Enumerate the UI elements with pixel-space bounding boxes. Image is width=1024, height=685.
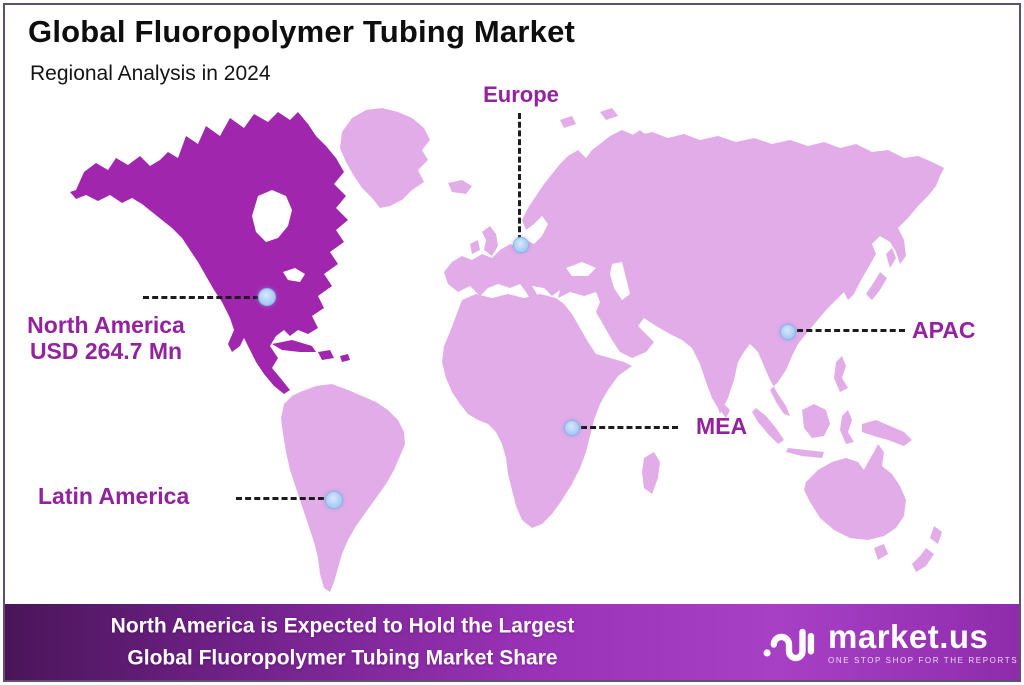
- caspian-sea-water: [610, 262, 630, 300]
- europe-marker: [513, 237, 529, 253]
- europe-label: Europe: [483, 82, 559, 107]
- market-us-logo-icon: [763, 628, 815, 662]
- south-america-landmass: [281, 384, 405, 592]
- japan-islands-south: [866, 272, 887, 300]
- sumatra-island: [752, 408, 784, 444]
- antilles-islet: [340, 354, 350, 362]
- hudson-bay-water: [252, 190, 292, 242]
- borneo-island: [802, 404, 830, 438]
- eurasia-landmass: [444, 130, 944, 416]
- mea-label: MEA: [696, 413, 748, 439]
- japan-islands-north: [886, 248, 896, 268]
- tasmania-island: [874, 544, 888, 560]
- mea-leader-line: [581, 426, 678, 429]
- hispaniola-island: [318, 350, 334, 360]
- uk-island: [482, 226, 498, 256]
- great-lakes-water: [283, 268, 305, 282]
- world-map: [70, 108, 944, 592]
- sulawesi-island: [840, 410, 854, 444]
- north-america-label-name: North America: [27, 312, 185, 338]
- north-america-label-value: USD 264.7 Mn: [29, 338, 183, 364]
- arctic-islet: [560, 116, 576, 128]
- brand-tagline: ONE STOP SHOP FOR THE REPORTS: [828, 655, 1019, 665]
- footer-headline-line2: Global Fluoropolymer Tubing Market Share: [127, 646, 558, 669]
- sri-lanka-island: [720, 404, 730, 418]
- north-america-landmass: [70, 112, 348, 394]
- novaya-zemlya-islands: [628, 130, 652, 152]
- africa-landmass: [442, 294, 632, 528]
- footer-headline-line1: North America is Expected to Hold the La…: [110, 614, 575, 638]
- latin-america-label: Latin America: [38, 483, 190, 509]
- java-island: [786, 448, 824, 458]
- north-america-marker: [258, 288, 276, 306]
- highlight-regions-group: [70, 112, 350, 394]
- new-guinea-island: [862, 420, 912, 446]
- new-zealand-south: [912, 548, 934, 572]
- philippines-islands: [834, 356, 848, 392]
- mea-marker: [564, 420, 580, 436]
- australia-landmass: [804, 444, 906, 540]
- new-zealand-north: [930, 526, 942, 544]
- light-regions-group: [281, 108, 944, 592]
- north-america-label: North America USD 264.7 Mn: [10, 312, 202, 364]
- brand-logo: market.us ONE STOP SHOP FOR THE REPORTS: [762, 617, 1018, 667]
- iceland-island: [448, 180, 472, 194]
- footer-banner: North America is Expected to Hold the La…: [5, 604, 1019, 680]
- black-sea-water: [566, 262, 596, 276]
- cuba-island: [272, 340, 316, 352]
- svalbard-islands: [600, 108, 618, 120]
- greenland-landmass: [340, 108, 430, 208]
- latin-america-leader-line: [236, 497, 324, 500]
- ireland-island: [470, 240, 480, 254]
- apac-marker: [780, 324, 796, 340]
- page-title: Global Fluoropolymer Tubing Market: [28, 14, 576, 49]
- water-cutouts-group: [252, 190, 630, 300]
- brand-name: market.us: [828, 617, 989, 655]
- apac-leader-line: [797, 329, 905, 332]
- brand-text-block: market.us ONE STOP SHOP FOR THE REPORTS: [828, 620, 1018, 665]
- europe-leader-line: [518, 113, 521, 241]
- page-subtitle: Regional Analysis in 2024: [30, 62, 271, 85]
- footer-headline: North America is Expected to Hold the La…: [30, 611, 655, 674]
- latin-america-marker: [325, 491, 343, 509]
- north-america-leader-line: [143, 296, 259, 299]
- apac-label: APAC: [912, 317, 976, 343]
- madagascar-island: [642, 452, 660, 494]
